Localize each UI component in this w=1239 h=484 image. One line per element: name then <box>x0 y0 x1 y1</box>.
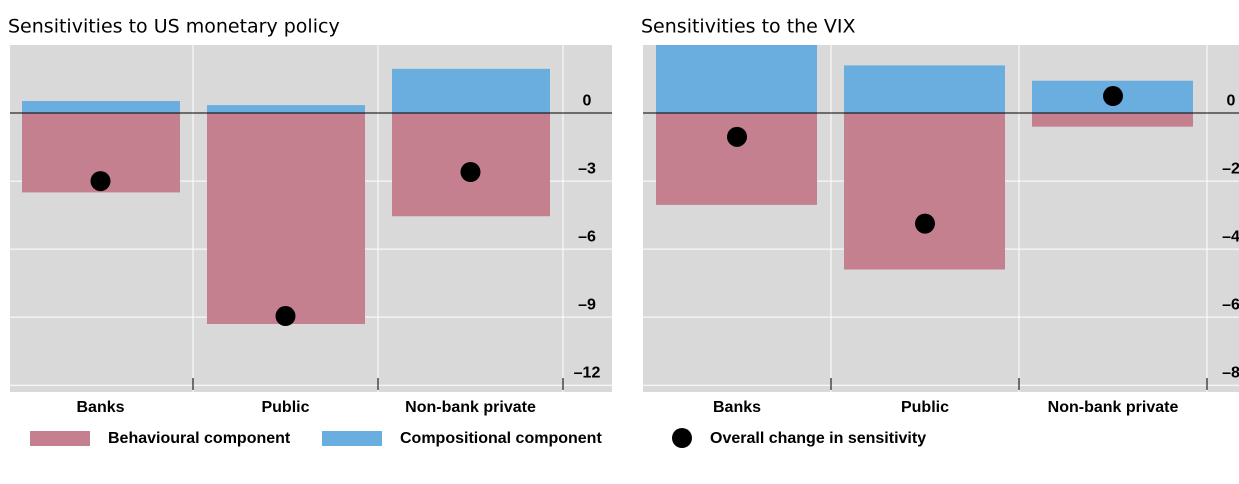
y-tick-label: –6 <box>578 228 596 245</box>
x-tick-label: Public <box>261 399 309 416</box>
dot <box>727 126 747 147</box>
dot <box>915 213 935 234</box>
x-tick-label: Non-bank private <box>405 399 536 416</box>
x-tick-label: Non-bank private <box>1048 399 1179 416</box>
y-tick-label: –2 <box>1222 160 1239 177</box>
legend-label: Overall change in sensitivity <box>710 430 926 447</box>
bar <box>1032 113 1193 127</box>
x-tick-label: Public <box>901 399 949 416</box>
chart-title: Sensitivities to US monetary policy <box>8 16 340 38</box>
y-tick-label: –6 <box>1222 296 1239 313</box>
bar <box>207 105 365 114</box>
y-tick-label: 0 <box>1227 92 1236 109</box>
y-tick-label: 0 <box>583 92 592 109</box>
bar <box>656 113 817 205</box>
dot <box>90 171 111 192</box>
y-tick-label: –12 <box>574 364 601 381</box>
legend-swatch <box>672 428 692 448</box>
y-tick-label: –3 <box>578 160 596 177</box>
plot <box>10 45 612 392</box>
y-tick-label: –4 <box>1222 228 1239 245</box>
chart-title: Sensitivities to the VIX <box>641 16 856 38</box>
y-tick-label: –9 <box>578 296 596 313</box>
x-tick-label: Banks <box>713 399 761 416</box>
legend-swatch <box>30 431 90 446</box>
bar <box>392 68 550 114</box>
legend-label: Compositional component <box>400 430 602 447</box>
legend-swatch <box>322 431 382 446</box>
plot <box>643 45 1239 392</box>
bar <box>844 113 1005 270</box>
bar <box>844 65 1005 114</box>
legend-label: Behavioural component <box>108 430 291 447</box>
dot <box>1103 86 1123 107</box>
dot <box>275 306 296 327</box>
bar <box>207 113 365 324</box>
bar <box>656 45 817 114</box>
dot <box>460 162 481 183</box>
y-tick-label: –8 <box>1222 364 1239 381</box>
bar <box>22 101 180 114</box>
x-tick-label: Banks <box>76 399 124 416</box>
